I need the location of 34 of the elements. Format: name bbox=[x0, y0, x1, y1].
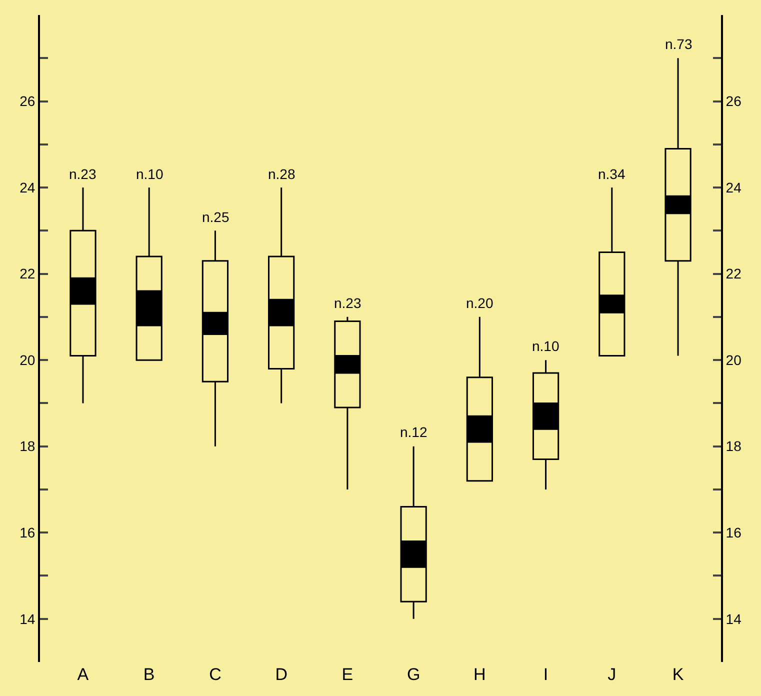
annotation: n.12 bbox=[400, 424, 428, 440]
y2-tick-label: 20 bbox=[726, 352, 742, 368]
x-tick-label: I bbox=[543, 665, 548, 684]
annotation: n.10 bbox=[136, 166, 164, 182]
y2-tick-label: 14 bbox=[726, 610, 742, 627]
x-tick-label: G bbox=[406, 665, 420, 684]
x-tick-label: H bbox=[474, 665, 486, 684]
annotation: n.34 bbox=[598, 166, 626, 182]
y-tick-label: 26 bbox=[20, 93, 36, 110]
x-tick-label: B bbox=[143, 665, 155, 684]
y-tick-label: 14 bbox=[20, 610, 36, 627]
x-tick-label: C bbox=[209, 665, 222, 684]
y-tick-label: 16 bbox=[20, 524, 36, 540]
annotation: n.73 bbox=[665, 36, 692, 52]
x-tick-label: D bbox=[275, 665, 288, 684]
annotation: n.23 bbox=[334, 295, 362, 311]
x-tick-label: K bbox=[672, 665, 684, 684]
x-tick-label: A bbox=[77, 665, 90, 684]
x-tick-label: J bbox=[608, 665, 616, 684]
y-tick-label: 20 bbox=[20, 352, 36, 368]
y-tick-label: 22 bbox=[20, 266, 36, 282]
y-tick-label: 24 bbox=[20, 179, 36, 196]
x-tick-label: E bbox=[342, 665, 354, 684]
y2-tick-label: 16 bbox=[726, 524, 742, 540]
annotation: n.20 bbox=[466, 295, 494, 311]
y2-tick-label: 24 bbox=[726, 179, 742, 196]
y2-tick-label: 22 bbox=[726, 266, 742, 282]
y2-tick-label: 18 bbox=[726, 438, 742, 454]
annotation: n.10 bbox=[532, 338, 560, 354]
annotation: n.23 bbox=[69, 166, 96, 182]
annotation: n.28 bbox=[268, 166, 296, 182]
annotation: n.25 bbox=[202, 209, 230, 225]
y-tick-label: 18 bbox=[20, 438, 36, 454]
y2-tick-label: 26 bbox=[726, 93, 742, 110]
